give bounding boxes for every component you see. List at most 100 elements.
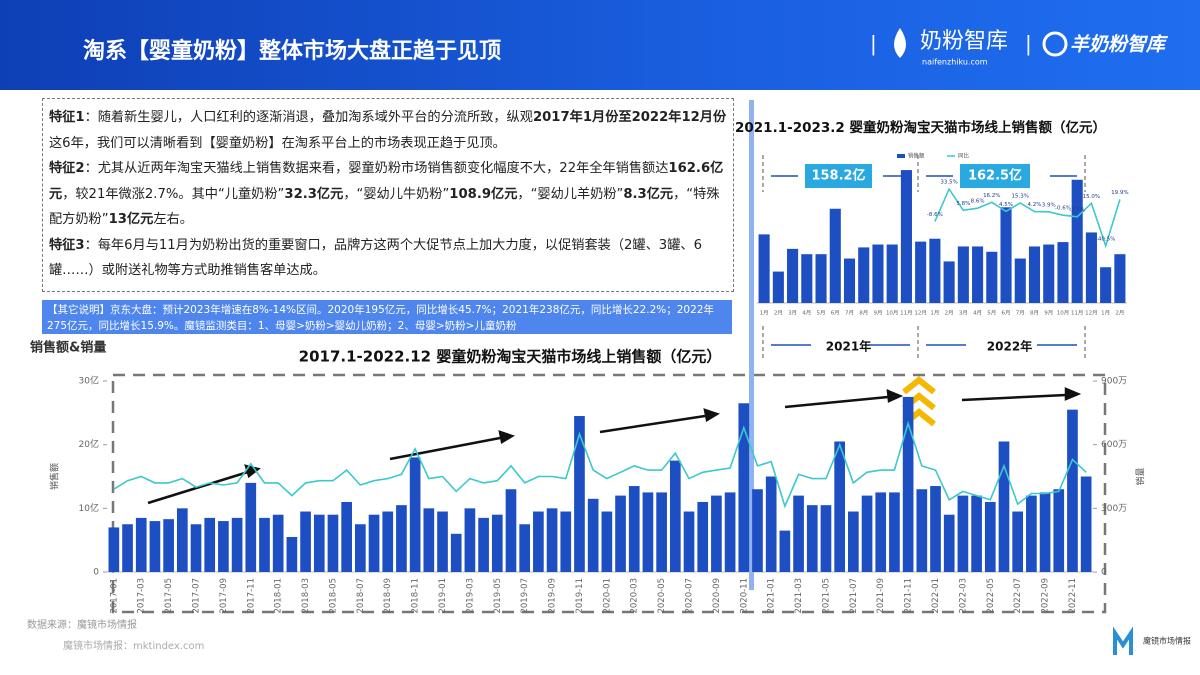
bar bbox=[519, 524, 531, 572]
x-tick-label: 2月 bbox=[1115, 310, 1124, 317]
bar bbox=[313, 514, 325, 572]
x-tick-label: 2020-01 bbox=[602, 578, 612, 614]
x-tick-label: 11月 bbox=[1071, 310, 1084, 317]
bar bbox=[916, 489, 928, 572]
bar bbox=[587, 498, 599, 572]
bar bbox=[1043, 244, 1055, 303]
bar bbox=[787, 248, 799, 303]
y2-tick-label: 0 bbox=[1101, 568, 1107, 578]
x-tick-label: 1月 bbox=[930, 310, 939, 317]
data-label: -8.6% bbox=[927, 212, 943, 218]
x-tick-label: 2018-09 bbox=[383, 578, 393, 614]
x-tick-label: 4月 bbox=[802, 310, 811, 317]
period-label: 2022年 bbox=[987, 339, 1032, 354]
feature-text: ：尤其从近两年淘宝天猫线上销售数据来看，婴童奶粉市场销售额变化幅度不大，22年全… bbox=[84, 161, 669, 176]
separator: | bbox=[1025, 32, 1032, 56]
x-tick-label: 2019-01 bbox=[438, 578, 448, 614]
bar bbox=[108, 527, 120, 572]
x-tick-label: 2021-01 bbox=[767, 578, 777, 614]
bar bbox=[601, 511, 613, 572]
bar bbox=[218, 521, 229, 572]
chart-title: 2021.1-2023.2 婴童奶粉淘宝天猫市场线上销售额（亿元） bbox=[735, 119, 1106, 136]
y2-tick-label: 600万 bbox=[1101, 440, 1127, 450]
annotation-box bbox=[960, 164, 1030, 188]
source: 魔镜市场情报：mktindex.com bbox=[63, 639, 204, 652]
bar bbox=[772, 271, 784, 303]
bar bbox=[1071, 179, 1083, 303]
bar bbox=[355, 524, 366, 572]
bar bbox=[834, 441, 845, 572]
features-box: 特征1：随着新生婴儿，人口红利的逐渐消退，叠加淘系域外平台的分流所致，纵观201… bbox=[42, 98, 734, 292]
feature-text: 左右。 bbox=[153, 212, 193, 227]
note-box: 【其它说明】京东大盘：预计2023年增速在8%-14%区间。2020年195亿元… bbox=[42, 300, 732, 334]
bar bbox=[245, 482, 257, 572]
bar bbox=[491, 514, 503, 572]
bar bbox=[615, 495, 626, 572]
feature-text: ，“婴幼儿羊奶粉” bbox=[517, 186, 624, 202]
x-tick-label: 8月 bbox=[1030, 310, 1039, 317]
brand-icon bbox=[1042, 31, 1068, 57]
x-tick-label: 3月 bbox=[959, 310, 968, 317]
x-tick-label: 2022-07 bbox=[1013, 578, 1023, 614]
bar bbox=[984, 501, 996, 572]
x-tick-label: 10月 bbox=[886, 310, 899, 317]
bar bbox=[669, 460, 681, 572]
bar bbox=[231, 517, 243, 572]
bar bbox=[724, 492, 736, 572]
bar bbox=[793, 495, 804, 572]
separator: | bbox=[870, 32, 877, 56]
bar bbox=[972, 246, 984, 303]
brand-url: naifenzhiku.com bbox=[922, 58, 988, 67]
bar bbox=[1100, 267, 1112, 303]
bar bbox=[998, 441, 1010, 572]
bar bbox=[758, 234, 770, 303]
legend-swatch bbox=[897, 154, 905, 158]
bar bbox=[300, 511, 311, 572]
x-tick-label: 2018-03 bbox=[301, 578, 311, 614]
chart-frame bbox=[111, 373, 1107, 614]
bar bbox=[902, 396, 914, 572]
x-tick-label: 2018-11 bbox=[411, 578, 421, 614]
line bbox=[934, 187, 1121, 249]
bar bbox=[683, 511, 695, 572]
bar bbox=[574, 416, 585, 572]
x-tick-label: 2月 bbox=[774, 310, 783, 317]
x-tick-label: 2022-05 bbox=[986, 578, 996, 614]
header-bar bbox=[0, 0, 1200, 90]
x-tick-label: 2017-05 bbox=[164, 578, 174, 614]
y2-axis-title: 销量 bbox=[1135, 467, 1147, 485]
bar bbox=[986, 251, 998, 303]
x-tick-label: 2021-03 bbox=[794, 578, 804, 614]
x-tick-label: 2018-05 bbox=[328, 578, 338, 614]
feature-text: 32.3亿元 bbox=[284, 186, 344, 202]
bar bbox=[1085, 232, 1097, 303]
annotation-box bbox=[805, 164, 872, 188]
bar bbox=[858, 247, 870, 303]
y-axis-title: 销售额 bbox=[49, 463, 61, 490]
brand: 羊奶粉智库 bbox=[1070, 34, 1169, 56]
x-tick-label: 7月 bbox=[1016, 310, 1025, 317]
bar bbox=[450, 533, 462, 572]
y-tick-label: 20亿 bbox=[79, 438, 99, 450]
brand-icon bbox=[894, 28, 906, 58]
x-tick-label: 2018-07 bbox=[356, 578, 366, 614]
x-tick-label: 9月 bbox=[1044, 310, 1053, 317]
feature-text: 108.9亿元 bbox=[449, 186, 518, 202]
bar bbox=[697, 501, 709, 572]
bar bbox=[1053, 489, 1065, 572]
bar bbox=[957, 495, 969, 572]
data-label: 4.2% bbox=[1028, 202, 1042, 208]
x-tick-label: 2019-03 bbox=[465, 578, 475, 614]
data-label: 15.0% bbox=[1083, 194, 1100, 200]
data-label: 15.3% bbox=[1012, 194, 1029, 200]
x-tick-label: 7月 bbox=[845, 310, 854, 317]
x-tick-label: 2022-09 bbox=[1041, 578, 1051, 614]
brand: 奶粉智库 bbox=[920, 29, 1008, 54]
data-label: 16.2% bbox=[983, 193, 1000, 199]
feature-text: 162.6亿元 bbox=[49, 161, 724, 202]
feature: 特征2：尤其从近两年淘宝天猫线上销售数据来看，婴童奶粉市场销售额变化幅度不大，2… bbox=[49, 156, 727, 233]
bar bbox=[478, 517, 489, 572]
period-label: 2021年 bbox=[826, 339, 871, 354]
x-tick-label: 2020-03 bbox=[630, 578, 640, 614]
